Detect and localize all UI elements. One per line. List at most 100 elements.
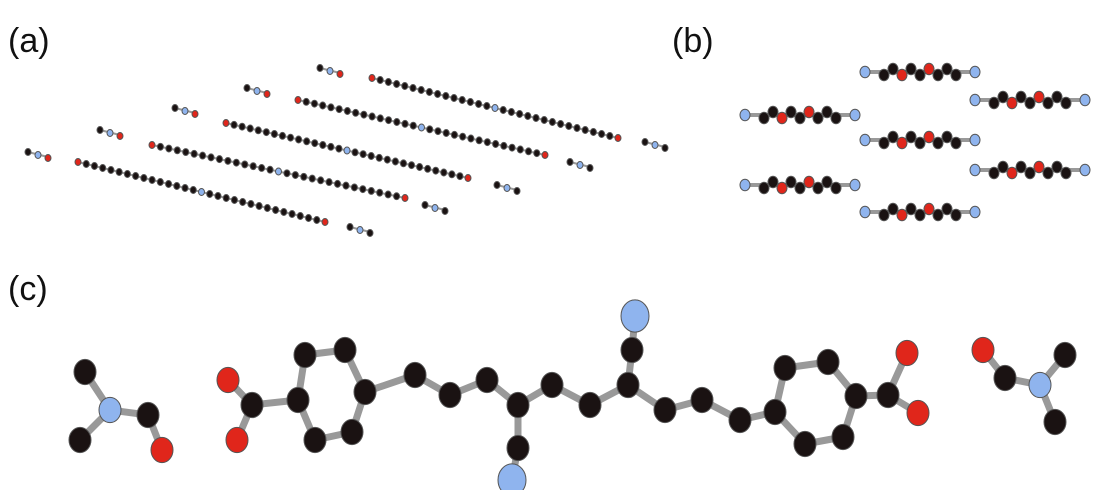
atom [312,140,318,147]
atom [25,149,31,156]
atom [1052,91,1062,103]
atom [542,152,548,159]
atom [328,104,334,111]
atom [774,355,796,380]
atom [174,147,180,154]
atom [1034,91,1044,103]
atom [729,407,751,432]
atom [476,101,482,108]
atom [759,182,769,194]
atom [233,159,239,166]
atom [369,113,375,120]
atom [417,164,423,171]
atom [141,175,147,182]
atom [951,137,961,149]
atom [476,137,482,144]
atom [183,149,189,156]
atom [360,186,366,193]
atom [377,115,383,122]
atom [297,213,303,220]
atom [924,203,934,215]
atom [621,337,643,362]
atom [500,107,506,114]
atom [541,117,547,124]
atom [1025,167,1035,179]
atom [254,88,260,95]
atom [353,109,359,116]
atom [435,128,441,135]
atom [492,105,498,112]
atom [239,123,245,130]
atom [295,97,301,104]
atom [1016,91,1026,103]
atom [526,148,532,155]
atom [467,99,473,106]
atom [970,134,980,146]
atom [91,163,97,170]
atom [813,112,823,124]
atom [498,464,526,490]
atom [822,106,832,118]
atom [533,115,539,122]
atom [567,159,573,166]
atom [151,437,173,462]
atom [860,206,870,218]
atom [264,91,270,98]
atom [501,142,507,149]
atom [933,209,943,221]
atom [907,400,929,425]
atom [273,207,279,214]
atom [347,224,353,231]
atom [1043,97,1053,109]
atom [303,98,309,105]
panel-label: (c) [8,270,48,308]
atom [795,182,805,194]
atom [248,201,254,208]
atom [281,209,287,216]
atom [1061,167,1071,179]
atom [425,165,431,172]
atom [294,342,316,367]
atom [199,189,205,196]
atom [191,150,197,157]
atom [879,137,889,149]
atom [334,337,356,362]
atom [587,165,593,172]
atom [116,169,122,176]
atom [166,181,172,188]
molecule-drawings [25,63,1090,490]
atom [288,134,294,141]
atom [989,97,999,109]
atom [133,173,139,180]
atom [484,139,490,146]
atom [813,182,823,194]
atom [75,159,81,166]
atom [817,349,839,374]
atom [468,135,474,142]
atom [99,397,121,422]
atom [933,69,943,81]
atom [360,151,366,158]
atom [326,179,332,186]
atom [392,158,398,165]
atom [296,136,302,143]
atom [804,106,814,118]
atom [264,205,270,212]
atom [951,69,961,81]
atom [476,367,498,392]
atom [292,172,298,179]
atom [1080,164,1090,176]
atom [942,131,952,143]
atom [777,112,787,124]
atom [534,150,540,157]
atom [558,121,564,128]
atom [322,219,328,226]
atom [216,156,222,163]
atom [989,167,999,179]
atom [369,75,375,82]
atom [621,300,649,332]
atom [400,160,406,167]
atom [507,435,529,460]
atom [786,176,796,188]
atom [517,146,523,153]
